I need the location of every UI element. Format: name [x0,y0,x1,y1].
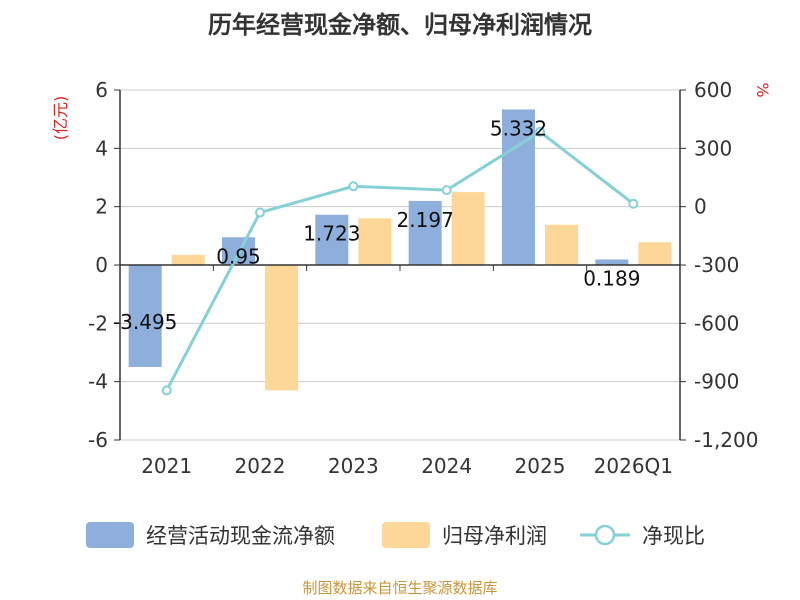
legend: 经营活动现金流净额 归母净利润 净现比 [86,522,705,548]
left-tick-label: 4 [95,136,108,160]
left-tick-label: -6 [88,428,108,452]
legend-item-cashflow[interactable]: 经营活动现金流净额 [86,522,335,548]
bar [595,259,629,265]
chart-title: 历年经营现金净额、归母净利润情况 [208,11,592,39]
ratio-point [628,198,639,209]
ratio-line [165,129,635,392]
ratio-point [441,185,452,196]
x-tick-label: 2026Q1 [594,454,673,478]
legend-item-ratio[interactable]: 净现比 [580,524,705,548]
right-tick-label: 0 [694,195,707,219]
bar [638,242,672,265]
legend-item-profit[interactable]: 归母净利润 [382,522,547,548]
left-tick-label: 0 [95,253,108,277]
line-series [161,126,639,396]
left-tick-label: -4 [88,370,108,394]
bar [171,254,205,265]
bar [358,218,392,265]
x-tick-label: 2024 [421,454,472,478]
bar [451,192,485,265]
bar [502,109,535,265]
left-axis-ticks: 6 4 2 0 -2 -4 -6 [88,78,120,452]
right-tick-label: -1,200 [694,428,758,452]
legend-marker-ratio [594,524,616,546]
bar [128,265,162,367]
bar [315,214,349,265]
right-tick-label: 600 [694,78,732,102]
x-tick-label: 2025 [515,454,566,478]
bar [265,265,298,391]
right-tick-label: -300 [694,253,739,277]
bar-data-labels: -3.495 0.95 1.723 2.197 5.332 0.189 [113,116,641,333]
x-tick-label: 2021 [141,454,192,478]
bar-data-label: 2.197 [397,208,454,232]
legend-swatch-cashflow [86,522,134,548]
ratio-point [255,207,265,218]
x-tick-label: 2023 [328,454,379,478]
ratio-point [161,385,172,396]
right-tick-label: 300 [694,136,732,160]
ratio-point [348,181,359,192]
right-tick-label: -600 [694,311,739,335]
bar-data-label: -3.495 [113,310,177,334]
right-tick-label: -900 [694,370,739,394]
bar-series [128,109,672,391]
bar-data-label: 0.95 [216,244,261,268]
source-note: 制图数据来自恒生聚源数据库 [302,579,497,597]
legend-label-ratio: 净现比 [642,524,705,548]
legend-label-cashflow: 经营活动现金流净额 [146,524,335,548]
bar-data-label: 0.189 [583,266,640,290]
right-axis-unit: % [753,82,772,97]
bar [408,200,442,265]
right-axis-ticks: 600 300 0 -300 -600 -900 -1,200 [680,78,758,452]
x-axis-ticks: 2021 2022 2023 2024 2025 2026Q1 [119,265,681,478]
bar [545,224,578,265]
left-tick-label: 6 [95,78,108,102]
left-axis-unit: (亿元) [51,96,70,141]
legend-swatch-profit [382,522,430,548]
bar-data-label: 1.723 [303,222,360,246]
ratio-point [535,126,545,137]
bar-data-label: 5.332 [490,116,547,140]
left-tick-label: 2 [95,195,108,219]
left-tick-label: -2 [88,311,108,335]
x-tick-label: 2022 [235,454,286,478]
legend-label-profit: 归母净利润 [442,524,547,548]
